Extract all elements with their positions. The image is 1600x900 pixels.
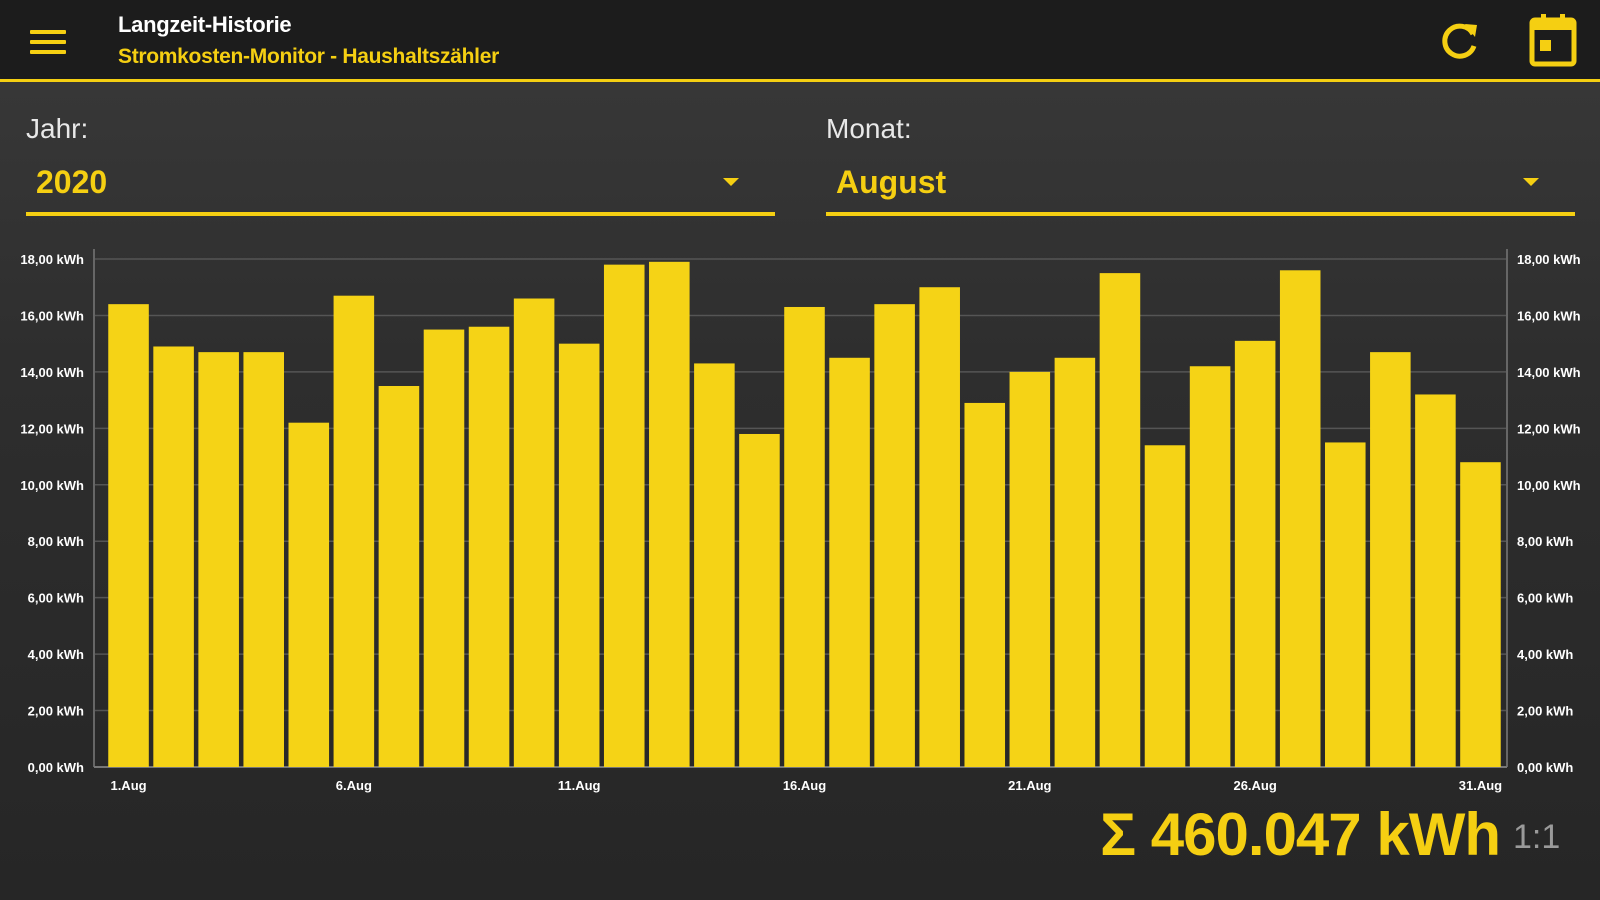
app-bar: Langzeit-Historie Stromkosten-Monitor - … [0,0,1600,82]
bar-2.Aug [153,346,194,767]
year-select-value: 2020 [36,164,108,200]
bar-18.Aug [874,304,915,767]
x-tick-label: 6.Aug [336,778,372,793]
month-label: Monat: [826,113,912,144]
title-block: Langzeit-Historie Stromkosten-Monitor - … [118,12,499,69]
x-tick-label: 21.Aug [1008,778,1051,793]
y-tick-label-left: 0,00 kWh [28,760,84,775]
refresh-icon[interactable] [1434,16,1484,66]
menu-icon-line [30,50,66,54]
menu-icon-line [30,40,66,44]
bar-8.Aug [423,329,465,767]
page-title: Langzeit-Historie [118,12,292,37]
chevron-down-icon [1523,178,1539,186]
y-tick-label-right: 0,00 kWh [1517,760,1573,775]
bar-11.Aug [558,343,600,767]
bar-26.Aug [1234,340,1276,767]
bar-25.Aug [1189,366,1231,767]
month-select[interactable]: August [826,156,1575,216]
year-label: Jahr: [26,113,89,144]
bar-28.Aug [1324,442,1366,767]
y-tick-label-right: 16,00 kWh [1517,308,1581,323]
bar-10.Aug [513,298,555,767]
bar-4.Aug [243,352,285,767]
x-tick-label: 16.Aug [783,778,826,793]
y-tick-label-right: 10,00 kWh [1517,478,1581,493]
y-tick-label-left: 14,00 kWh [20,365,84,380]
y-tick-label-right: 6,00 kWh [1517,591,1573,606]
y-tick-label-right: 8,00 kWh [1517,534,1573,549]
y-tick-label-left: 16,00 kWh [20,308,84,323]
y-tick-label-left: 18,00 kWh [20,252,84,267]
page-subtitle: Stromkosten-Monitor - Haushaltszähler [118,45,499,68]
bar-27.Aug [1279,270,1321,767]
bar-13.Aug [649,261,690,767]
x-tick-label: 26.Aug [1233,778,1276,793]
bar-16.Aug [784,306,825,767]
ratio-toggle[interactable]: 1:1 [1513,818,1561,856]
bar-31.Aug [1460,462,1501,767]
bar-24.Aug [1144,445,1186,767]
bar-9.Aug [468,326,510,767]
total-consumption: Σ 460.047 kWh [1100,801,1501,868]
x-tick-label: 11.Aug [558,778,601,793]
menu-icon[interactable] [26,22,70,62]
y-tick-label-right: 18,00 kWh [1517,252,1581,267]
y-tick-label-right: 4,00 kWh [1517,647,1573,662]
bar-14.Aug [694,363,735,767]
y-tick-label-left: 4,00 kWh [28,647,84,662]
x-tick-label: 1.Aug [110,778,146,793]
bar-1.Aug [108,304,149,767]
x-tick-label: 31.Aug [1459,778,1502,793]
y-tick-label-right: 12,00 kWh [1517,421,1581,436]
bar-20.Aug [964,402,1006,767]
bar-30.Aug [1415,394,1456,767]
bar-23.Aug [1099,273,1141,767]
y-tick-label-left: 8,00 kWh [28,534,84,549]
chevron-down-icon [723,178,739,186]
y-tick-label-left: 12,00 kWh [20,421,84,436]
bar-22.Aug [1054,357,1096,767]
month-select-value: August [836,164,947,200]
daily-consumption-chart: 0,00 kWh 0,00 kWh 2,00 kWh 2,00 kWh 4,00 kWh… [20,249,1581,793]
y-tick-label-right: 14,00 kWh [1517,365,1581,380]
y-tick-label-left: 2,00 kWh [28,704,84,719]
bar-6.Aug [333,295,375,767]
bar-15.Aug [739,433,780,767]
bar-21.Aug [1009,371,1051,767]
bar-19.Aug [919,287,960,767]
bar-12.Aug [603,264,645,767]
calendar-icon[interactable] [1527,12,1579,68]
year-select[interactable]: 2020 [26,156,775,216]
bar-17.Aug [829,357,870,767]
menu-icon-line [30,30,66,34]
bar-29.Aug [1370,352,1411,767]
bar-3.Aug [198,352,239,767]
bar-7.Aug [378,386,420,767]
y-tick-label-left: 6,00 kWh [28,591,84,606]
bar-5.Aug [288,422,330,767]
y-tick-label-left: 10,00 kWh [20,478,84,493]
y-tick-label-right: 2,00 kWh [1517,704,1573,719]
